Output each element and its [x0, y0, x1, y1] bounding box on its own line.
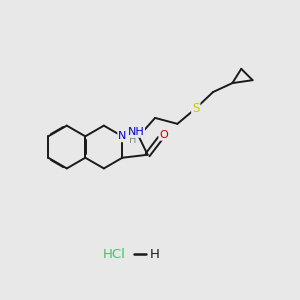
Text: N: N — [118, 131, 127, 141]
Text: HCl: HCl — [103, 248, 126, 260]
Text: H: H — [149, 248, 159, 260]
Text: NH: NH — [128, 127, 144, 137]
Text: O: O — [159, 130, 168, 140]
Text: S: S — [192, 102, 200, 115]
Text: H: H — [129, 135, 136, 145]
